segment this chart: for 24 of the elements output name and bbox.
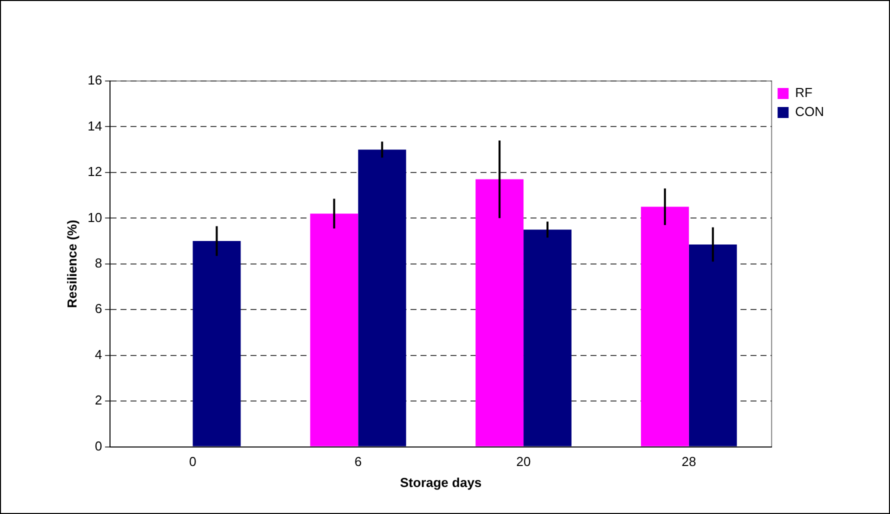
y-tick-label: 10 [88, 210, 102, 225]
y-tick-label: 2 [94, 392, 102, 408]
y-tick-label: 14 [88, 118, 102, 134]
x-tick-label: 6 [354, 454, 362, 470]
y-tick-label: 16 [88, 72, 102, 88]
y-tick-label: 4 [94, 346, 102, 362]
bar [192, 241, 241, 446]
bar [310, 214, 358, 446]
bar [358, 150, 406, 446]
x-tick-label: 0 [189, 454, 196, 470]
bar [476, 179, 524, 446]
x-axis-title: Storage days [400, 474, 482, 490]
legend-label: CON [795, 104, 824, 120]
x-tick-label: 28 [682, 454, 696, 470]
y-tick-label: 0 [94, 438, 102, 454]
x-tick-label: 20 [516, 454, 531, 470]
bar [524, 230, 572, 446]
bar [688, 244, 737, 446]
y-tick-label: 12 [88, 164, 102, 180]
bar [640, 206, 689, 446]
legend-label: RF [795, 85, 812, 100]
y-axis-title: Resilience (%) [64, 220, 80, 308]
y-tick-label: 8 [94, 255, 102, 270]
y-tick-label: 6 [94, 301, 102, 316]
